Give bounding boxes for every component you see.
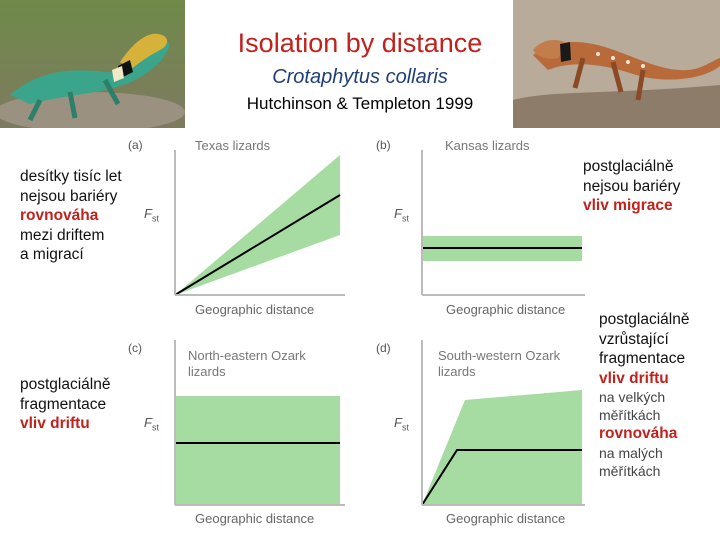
panel-c-title-line: North-eastern Ozark (188, 348, 306, 363)
panel-b-chart (421, 150, 585, 296)
note-d-emphasis: rovnováha (599, 425, 678, 442)
panel-a-xlabel: Geographic distance (195, 302, 315, 317)
note-d-line: vzrůstající (599, 330, 669, 348)
fst-label: F (144, 415, 152, 430)
note-b: postglaciálně nejsou bariéry vliv migrac… (583, 157, 680, 216)
fst-subscript: st (401, 422, 409, 433)
note-b-line: postglaciálně (583, 158, 674, 175)
panel-b-ylabel: Fst (394, 206, 409, 224)
panel-a-chart (174, 150, 345, 296)
note-d-line: postglaciálně (599, 311, 690, 328)
panel-label-b: (b) (376, 138, 391, 152)
panel-label-d: (d) (376, 341, 391, 355)
note-a-line: nejsou bariéry (20, 187, 118, 205)
panel-a-trend-line (174, 194, 341, 296)
panel-d-title-line: lizards (438, 364, 476, 379)
panel-d-ylabel: Fst (394, 415, 409, 433)
species-name: Crotaphytus collaris (272, 66, 448, 88)
panel-a-title: Texas lizards (195, 138, 271, 153)
note-c-line: fragmentace (20, 395, 107, 413)
note-a-line: desítky tisíc let (20, 168, 122, 185)
panel-d-title-line: South-western Ozark (438, 348, 561, 363)
note-d-small: měřítkách (599, 407, 661, 423)
panel-b-title: Kansas lizards (445, 138, 530, 153)
panel-d-band (422, 390, 582, 505)
fst-label: F (144, 206, 152, 221)
panel-d-chart (421, 340, 585, 506)
fst-label: F (394, 415, 402, 430)
note-c-line: postglaciálně (20, 376, 111, 393)
note-c: postglaciálně fragmentace vliv driftu (20, 375, 110, 434)
panel-c-title: North-eastern Ozark lizards (188, 348, 306, 380)
note-d-small: na malých (599, 444, 663, 461)
collared-lizard-photo-2 (513, 0, 720, 128)
panel-c-xlabel: Geographic distance (195, 511, 315, 526)
fst-label: F (394, 206, 402, 221)
citation: Hutchinson & Templeton 1999 (246, 94, 474, 113)
panel-d-trend-line (421, 449, 582, 506)
collared-lizard-photo (0, 0, 185, 128)
panel-d-title: South-western Ozark lizards (438, 348, 560, 380)
note-d-line: fragmentace (599, 350, 686, 367)
note-a-emphasis: rovnováha (20, 207, 99, 224)
fst-subscript: st (151, 213, 159, 224)
note-b-emphasis: vliv migrace (583, 197, 673, 214)
fst-subscript: st (401, 213, 409, 224)
panel-a-ylabel: Fst (144, 206, 159, 224)
note-d: postglaciálně vzrůstající fragmentace vl… (599, 310, 689, 480)
note-b-line: nejsou bariéry (583, 177, 681, 195)
note-d-emphasis: vliv driftu (599, 369, 669, 387)
panel-b-xlabel: Geographic distance (446, 302, 566, 317)
panel-c-chart (174, 340, 345, 506)
panel-c-title-line: lizards (188, 364, 226, 379)
panel-c-ylabel: Fst (144, 415, 159, 433)
note-d-small: na velkých (599, 389, 666, 405)
panel-label-a: (a) (128, 138, 143, 152)
panel-a-band (175, 155, 340, 295)
note-d-small: měřítkách (599, 462, 661, 479)
note-a: desítky tisíc let nejsou bariéry rovnová… (20, 167, 122, 265)
fst-subscript: st (151, 422, 159, 433)
panel-c-band (175, 396, 340, 504)
panel-label-c: (c) (128, 341, 142, 355)
page-title: Isolation by distance (237, 28, 483, 58)
note-a-line: mezi driftem (20, 226, 105, 244)
note-c-emphasis: vliv driftu (20, 415, 90, 432)
note-a-line: a migrací (20, 246, 84, 263)
panel-d-xlabel: Geographic distance (446, 511, 566, 526)
